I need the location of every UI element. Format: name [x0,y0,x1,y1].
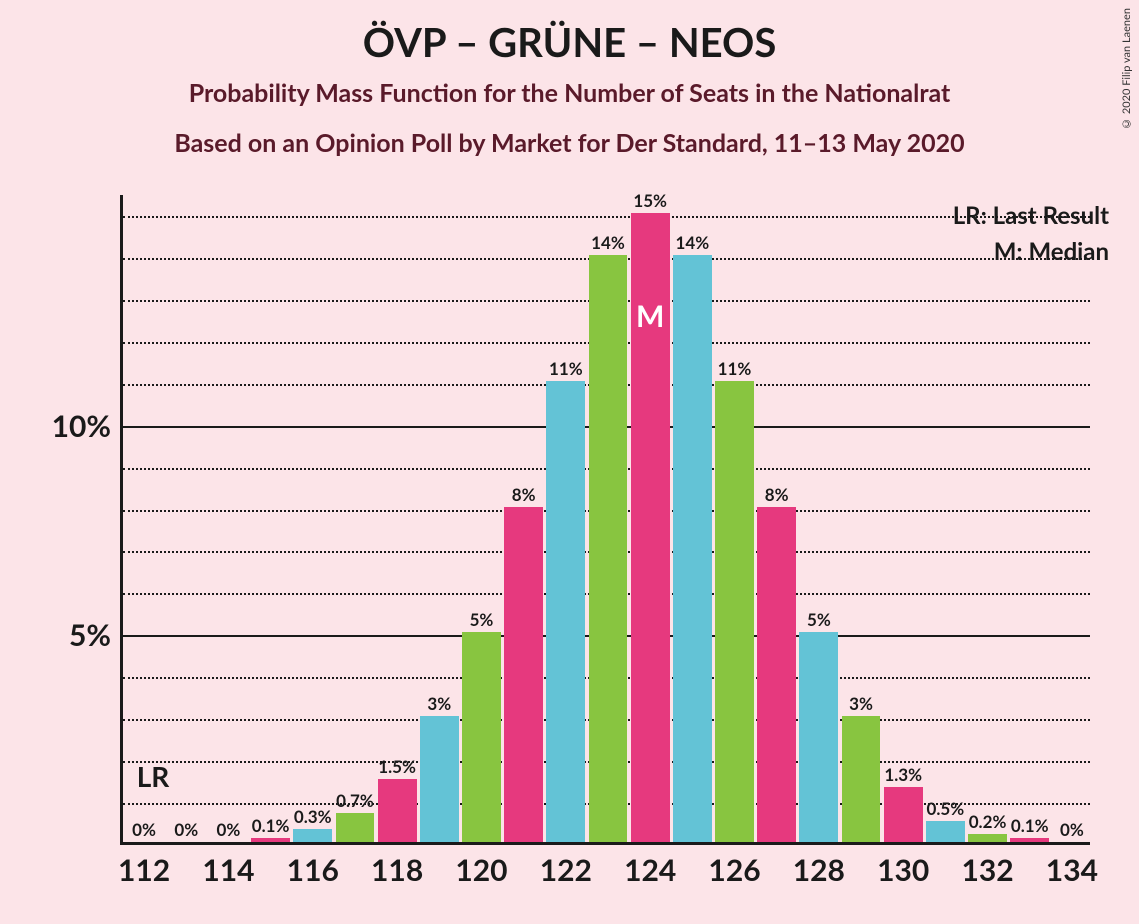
chart-container: ÖVP – GRÜNE – NEOS Probability Mass Func… [0,0,1139,924]
bar: 0.1% [1010,838,1049,842]
bar: 0.5% [926,821,965,842]
y-tick-label: 10% [52,408,111,444]
bar: 3% [420,716,459,842]
bar-value-label: 15% [633,190,667,211]
bar: 0.3% [293,829,332,842]
y-tick-label: 5% [69,617,111,653]
bar-value-label: 8% [512,484,536,505]
bar-value-label: 0.3% [294,806,332,827]
x-tick-label: 134 [1046,852,1098,888]
bar: 15%M [631,213,670,842]
bar-value-label: 0% [174,819,198,840]
x-tick-label: 114 [202,852,254,888]
bar-value-label: 1.5% [378,756,416,777]
x-tick-label: 126 [708,852,760,888]
bar: 8% [504,507,543,842]
bar: 14% [589,255,628,842]
bar-value-label: 0% [132,819,156,840]
bar: 1.5% [378,779,417,842]
chart-subtitle-1: Probability Mass Function for the Number… [0,78,1139,108]
median-marker: M [636,298,664,334]
bar: 8% [757,507,796,842]
x-tick-label: 112 [118,852,170,888]
bar-value-label: 0.7% [336,790,374,811]
bar: 3% [842,716,881,842]
bar: 11% [715,381,754,842]
chart-title: ÖVP – GRÜNE – NEOS [0,18,1139,66]
bar-value-label: 14% [591,232,625,253]
bar: 0.1% [251,838,290,842]
bar-value-label: 0% [1060,819,1084,840]
bar: 0.2% [968,834,1007,842]
bar-value-label: 11% [718,358,752,379]
bar-value-label: 11% [549,358,583,379]
bar-value-label: 0.1% [1011,815,1049,836]
copyright-text: © 2020 Filip van Laenen [1120,8,1133,130]
x-tick-label: 124 [624,852,676,888]
x-tick-label: 116 [287,852,339,888]
bar-value-label: 0.5% [927,798,965,819]
bar-value-label: 14% [676,232,710,253]
bar: 1.3% [884,787,923,842]
bar: 14% [673,255,712,842]
bar: 11% [546,381,585,842]
bar-value-label: 3% [427,693,451,714]
bar: 5% [799,632,838,842]
x-tick-label: 132 [961,852,1013,888]
bar: 5% [462,632,501,842]
bar-value-label: 8% [765,484,789,505]
bar-value-label: 3% [849,693,873,714]
lr-marker: LR [137,759,170,793]
plot-area: 5%10%11211411611812012212412612813013213… [120,195,1090,845]
bar-value-label: 5% [807,609,831,630]
bar: 0.7% [336,813,375,842]
x-tick-label: 120 [455,852,507,888]
bar-value-label: 0.2% [969,811,1007,832]
bar-value-label: 5% [470,609,494,630]
x-tick-label: 130 [877,852,929,888]
gridline-minor [123,216,1090,218]
x-tick-label: 128 [793,852,845,888]
bar-value-label: 1.3% [884,764,922,785]
x-tick-label: 118 [371,852,423,888]
bar-value-label: 0% [217,819,241,840]
chart-subtitle-2: Based on an Opinion Poll by Market for D… [0,128,1139,158]
x-tick-label: 122 [540,852,592,888]
bar-value-label: 0.1% [252,815,290,836]
